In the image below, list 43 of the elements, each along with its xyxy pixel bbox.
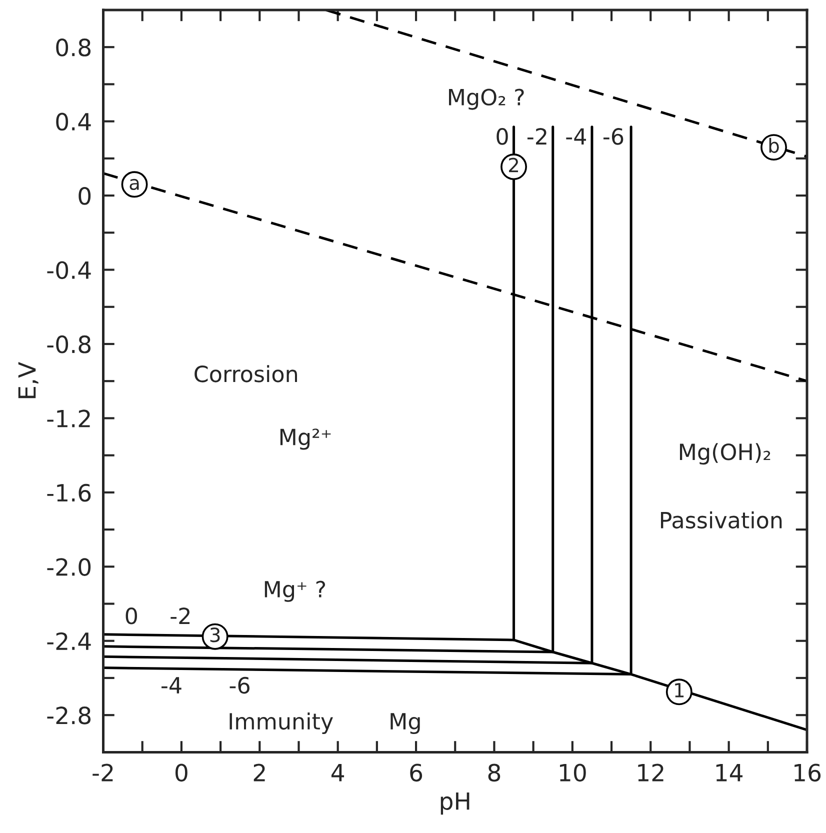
y-tick-label: 0.4 (56, 112, 91, 131)
annotation: -6 (230, 676, 250, 694)
annotation: Immunity (230, 712, 333, 734)
x-tick-label: 2 (254, 764, 265, 782)
y-tick-label: -2.4 (47, 632, 91, 650)
x-tick-label: 0 (175, 764, 188, 782)
x-tick-label: -2 (92, 764, 113, 782)
y-axis-title: E,V (18, 362, 38, 398)
annotation: -2 (527, 128, 546, 145)
y-tick-label: 0 (78, 186, 91, 205)
x-tick-label: 14 (716, 764, 743, 782)
y-tick-label: -1.2 (47, 410, 90, 428)
annotation: Mg⁺ ? (264, 580, 326, 602)
annotation: -2 (170, 608, 190, 624)
annotation: 2 (509, 158, 518, 172)
annotation: a (130, 178, 139, 190)
annotation: 1 (675, 683, 684, 698)
x-tick-label: 12 (638, 764, 664, 782)
annotation: MgO₂ ? (449, 88, 524, 110)
y-tick-label: -0.8 (47, 335, 91, 354)
y-tick-label: -0.4 (47, 261, 91, 280)
x-tick-label: 6 (410, 764, 422, 782)
annotation: Mg(OH)₂ (680, 443, 770, 465)
annotation: -4 (566, 128, 586, 145)
y-tick-label: -2.0 (47, 558, 91, 576)
x-tick-label: 4 (331, 764, 344, 782)
y-tick-label: 0.8 (56, 38, 91, 56)
annotation: -4 (162, 677, 182, 694)
annotation: 3 (210, 628, 220, 642)
annotation: b (769, 138, 779, 153)
x-tick-label: 16 (794, 764, 821, 782)
annotation: 0 (126, 608, 137, 624)
annotation: Corrosion (194, 365, 297, 382)
y-tick-label: -2.8 (47, 706, 91, 724)
x-tick-label: 10 (560, 764, 586, 782)
x-tick-label: 8 (488, 764, 500, 782)
annotation: 0 (496, 128, 508, 145)
x-axis-title: pH (440, 792, 470, 815)
annotation: Mg (390, 713, 420, 734)
annotation: Passivation (660, 511, 782, 529)
y-tick-label: -1.6 (47, 484, 91, 502)
annotation: -6 (603, 128, 624, 145)
annotation: Mg²⁺ (280, 428, 331, 450)
